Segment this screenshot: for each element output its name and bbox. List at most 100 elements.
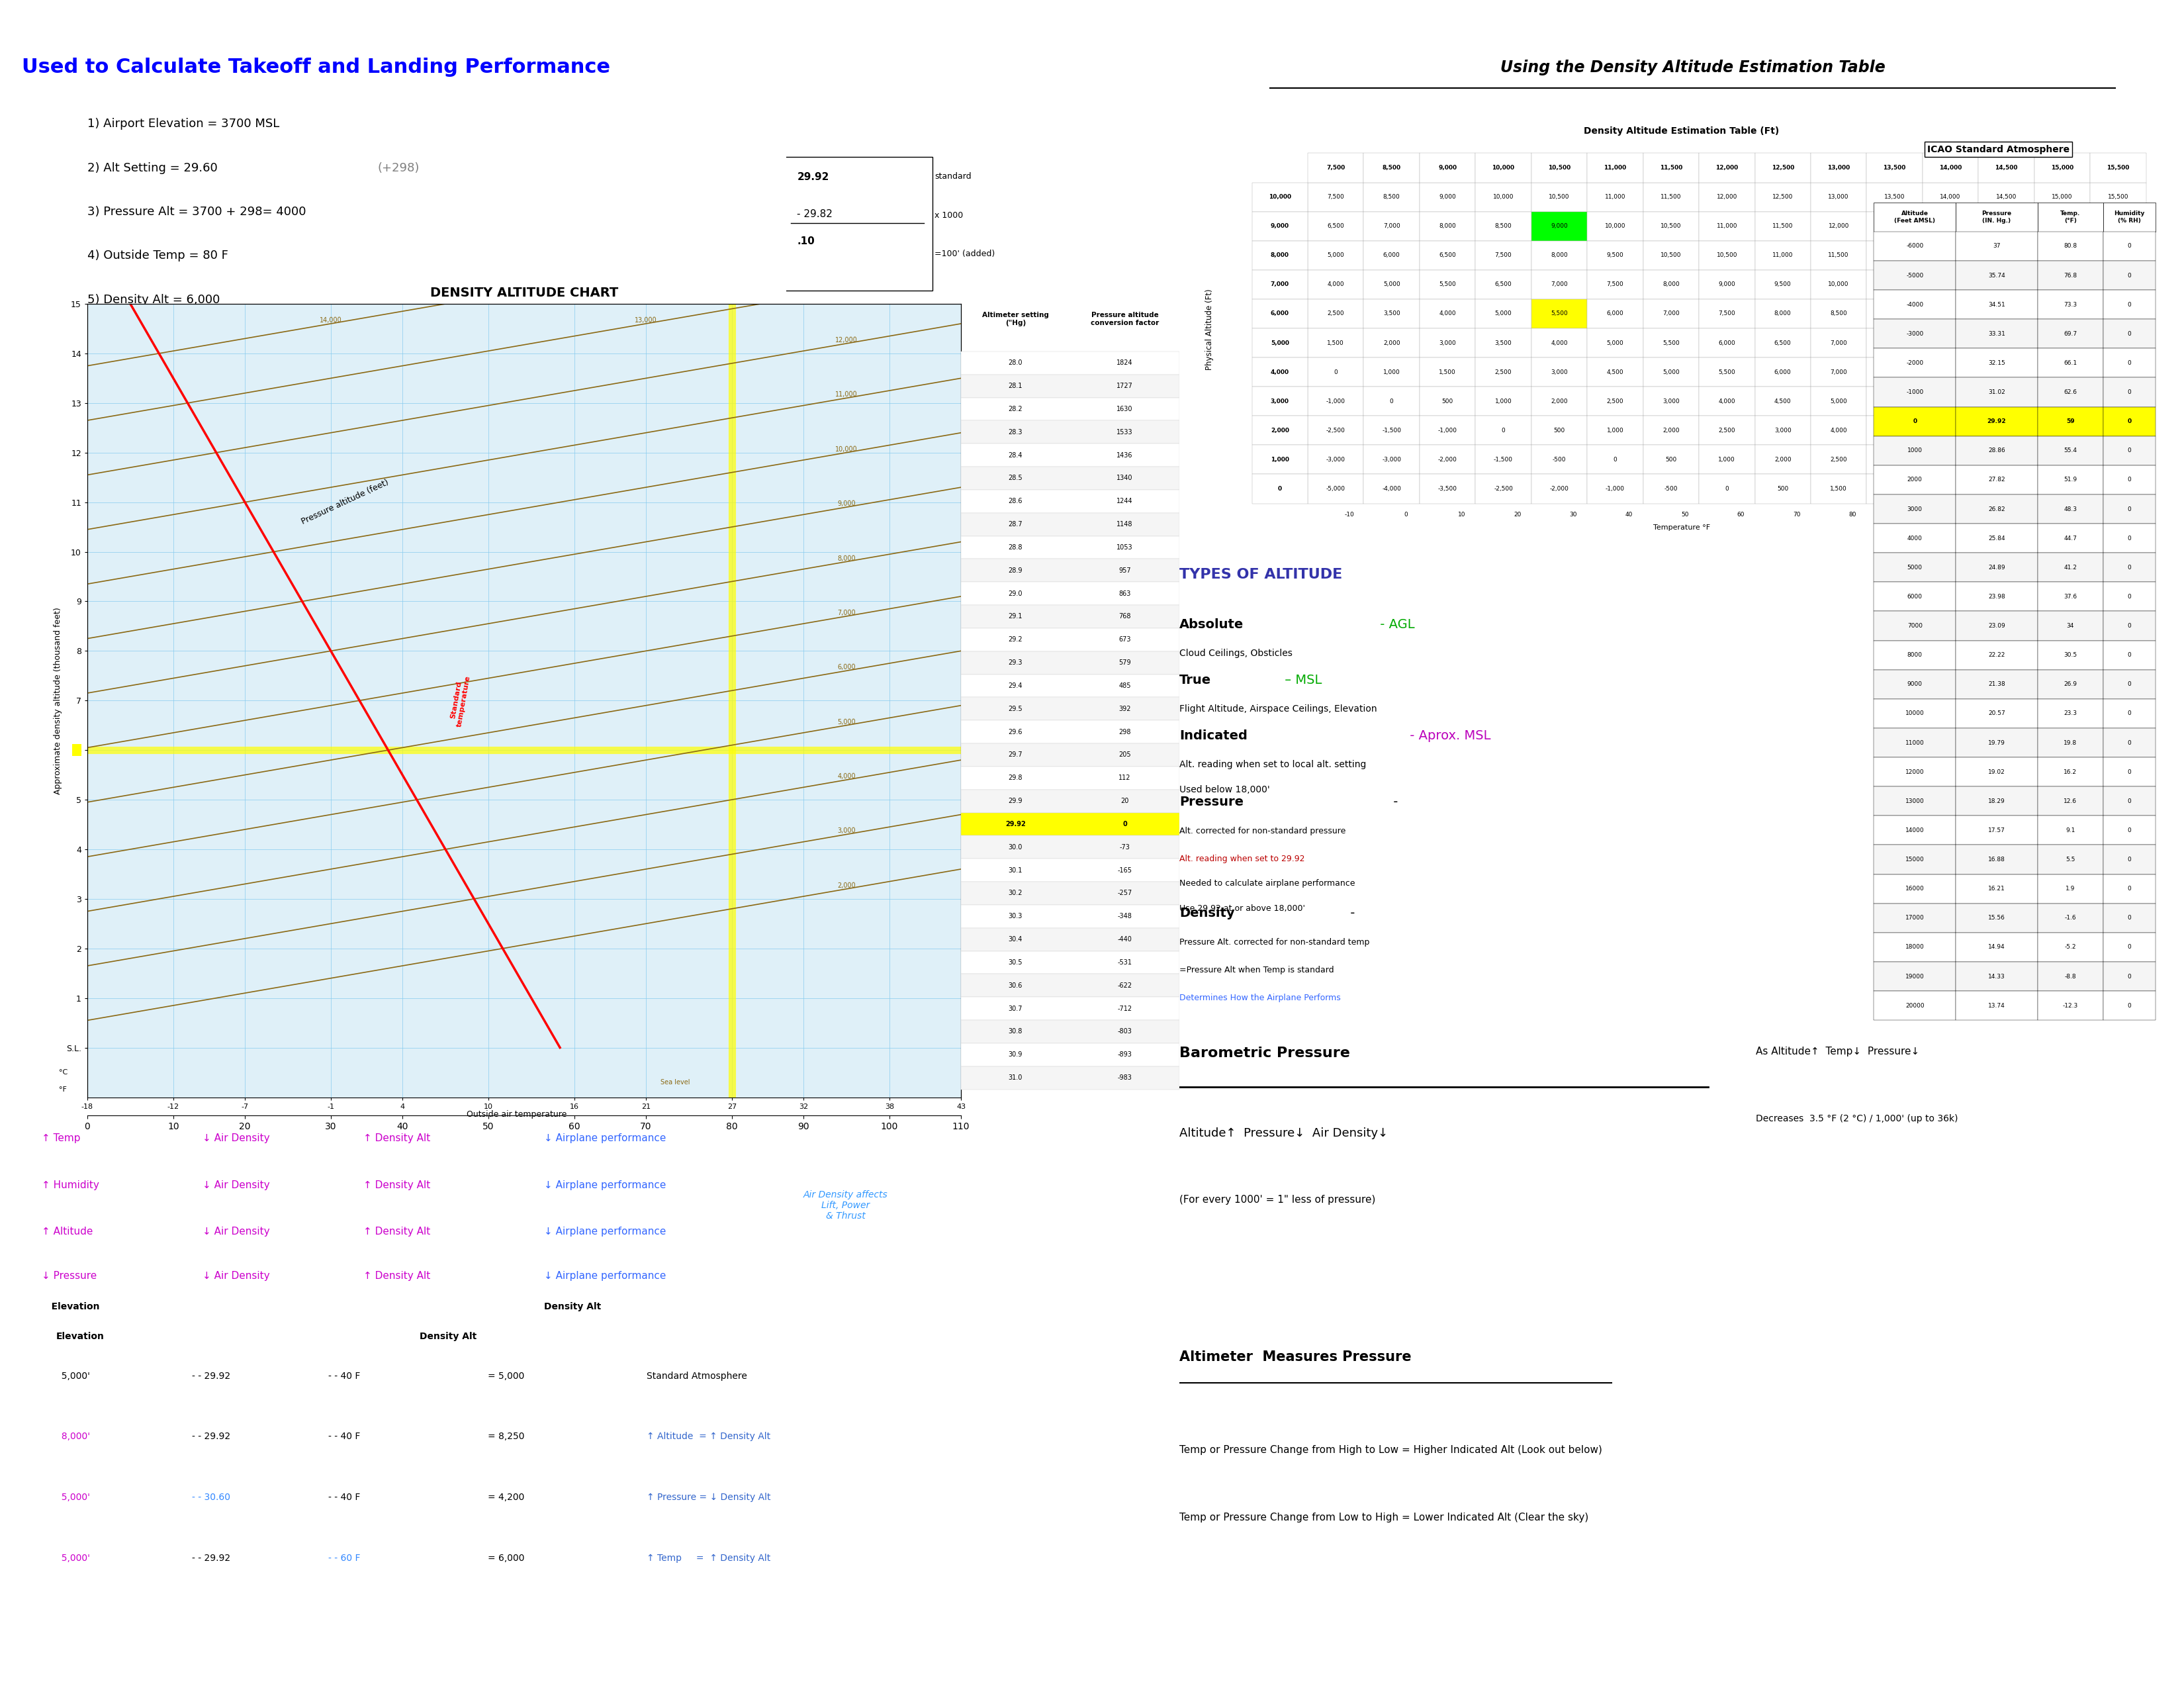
Text: - - 30.60: - - 30.60 bbox=[192, 1492, 232, 1502]
Text: Determines How the Airplane Performs: Determines How the Airplane Performs bbox=[1179, 993, 1341, 1003]
Text: 14,000: 14,000 bbox=[319, 317, 343, 324]
Bar bbox=[2038, 846, 2103, 874]
Text: 3,000: 3,000 bbox=[1662, 398, 1679, 405]
Bar bbox=[1867, 415, 1922, 446]
Text: -5000: -5000 bbox=[1907, 272, 1924, 279]
Bar bbox=[1874, 846, 1957, 874]
Text: 5) Density Alt = 6,000: 5) Density Alt = 6,000 bbox=[87, 294, 221, 306]
Text: 18000: 18000 bbox=[1904, 944, 1924, 950]
Text: ↑ Altitude: ↑ Altitude bbox=[41, 1227, 94, 1237]
Bar bbox=[1874, 203, 1957, 231]
Text: 1,000: 1,000 bbox=[1382, 370, 1400, 375]
Bar bbox=[1957, 436, 2038, 466]
Text: 22.22: 22.22 bbox=[1987, 652, 2005, 658]
Bar bbox=[1699, 241, 1754, 270]
Bar bbox=[1531, 329, 1588, 358]
Bar bbox=[1874, 436, 1957, 466]
Bar bbox=[1699, 474, 1754, 503]
Bar bbox=[1420, 415, 1476, 446]
Text: 9,000: 9,000 bbox=[1439, 194, 1457, 199]
Bar bbox=[1531, 182, 1588, 211]
Bar bbox=[1957, 290, 2038, 319]
Bar bbox=[1308, 270, 1363, 299]
Text: 16.2: 16.2 bbox=[2064, 770, 2077, 775]
Text: -5,000: -5,000 bbox=[1326, 486, 1345, 491]
Text: 60: 60 bbox=[1736, 511, 1745, 518]
Text: 3,000: 3,000 bbox=[1773, 427, 1791, 434]
Bar bbox=[1531, 211, 1588, 241]
Bar bbox=[1363, 211, 1420, 241]
Text: 12,000: 12,000 bbox=[1717, 194, 1736, 199]
Bar bbox=[1922, 446, 1979, 474]
Text: ↓ Air Density: ↓ Air Density bbox=[203, 1180, 271, 1190]
Text: 9,000: 9,000 bbox=[2053, 339, 2070, 346]
Text: 29.7: 29.7 bbox=[1009, 751, 1022, 758]
Bar bbox=[1420, 154, 1476, 182]
Bar bbox=[1642, 270, 1699, 299]
Text: Elevation: Elevation bbox=[41, 1301, 100, 1312]
Bar bbox=[1476, 387, 1531, 415]
Text: 29.8: 29.8 bbox=[1009, 775, 1022, 782]
Text: 9,000: 9,000 bbox=[1998, 370, 2016, 375]
Bar bbox=[2103, 262, 2156, 290]
Bar bbox=[1363, 241, 1420, 270]
Text: 11,500: 11,500 bbox=[1773, 223, 1793, 230]
Text: 3,000: 3,000 bbox=[1887, 457, 1902, 463]
Bar bbox=[961, 697, 1179, 721]
Bar bbox=[961, 513, 1179, 535]
Text: -622: -622 bbox=[1118, 982, 1131, 989]
Bar bbox=[2090, 329, 2147, 358]
Text: 4,000: 4,000 bbox=[1328, 282, 1343, 287]
Text: 76.8: 76.8 bbox=[2064, 272, 2077, 279]
Text: 2,500: 2,500 bbox=[1328, 311, 1343, 317]
Bar bbox=[1476, 299, 1531, 329]
Text: 41.2: 41.2 bbox=[2064, 564, 2077, 571]
Bar bbox=[2038, 378, 2103, 407]
Bar bbox=[1531, 154, 1588, 182]
Text: 13,500: 13,500 bbox=[1996, 223, 2016, 230]
Bar bbox=[2033, 154, 2090, 182]
Bar bbox=[2038, 932, 2103, 962]
Text: 5,500: 5,500 bbox=[1439, 282, 1457, 287]
Bar bbox=[2103, 787, 2156, 815]
Text: 4,000: 4,000 bbox=[1719, 398, 1736, 405]
Text: -165: -165 bbox=[1118, 868, 1131, 873]
Bar bbox=[1874, 962, 1957, 991]
Bar bbox=[2103, 348, 2156, 378]
Text: Sea level: Sea level bbox=[660, 1079, 690, 1085]
Text: 0: 0 bbox=[2127, 302, 2132, 307]
Bar bbox=[1588, 474, 1642, 503]
Bar bbox=[1874, 466, 1957, 495]
Text: 9,500: 9,500 bbox=[1773, 282, 1791, 287]
Text: 12,000: 12,000 bbox=[1717, 165, 1738, 170]
Bar bbox=[1363, 474, 1420, 503]
Bar bbox=[2038, 495, 2103, 523]
Bar bbox=[1922, 241, 1979, 270]
Text: Humidity
(% RH): Humidity (% RH) bbox=[2114, 211, 2145, 223]
Text: 12,500: 12,500 bbox=[1885, 223, 1904, 230]
Text: -1,500: -1,500 bbox=[1494, 457, 1514, 463]
Text: TYPES OF ALTITUDE: TYPES OF ALTITUDE bbox=[1179, 567, 1343, 581]
Text: Pressure: Pressure bbox=[1179, 797, 1243, 809]
Bar bbox=[961, 812, 1179, 836]
Text: 6,000: 6,000 bbox=[1271, 311, 1289, 317]
Text: Pressure
(IN. Hg.): Pressure (IN. Hg.) bbox=[1981, 211, 2011, 223]
Text: 5,500: 5,500 bbox=[1719, 370, 1736, 375]
Bar bbox=[2103, 203, 2156, 231]
Text: 7,000: 7,000 bbox=[1382, 223, 1400, 230]
Text: Alt. corrected for non-standard pressure: Alt. corrected for non-standard pressure bbox=[1179, 827, 1345, 836]
Bar bbox=[1531, 474, 1588, 503]
Bar bbox=[2090, 182, 2147, 211]
Text: 2,500: 2,500 bbox=[1719, 427, 1736, 434]
Text: 13,000: 13,000 bbox=[1828, 165, 1850, 170]
Bar bbox=[2038, 699, 2103, 728]
Text: -: - bbox=[1345, 906, 1356, 920]
Text: 13.74: 13.74 bbox=[1987, 1003, 2005, 1009]
Text: 6,000: 6,000 bbox=[1773, 370, 1791, 375]
Text: Decreases  3.5 °F (2 °C) / 1,000' (up to 36k): Decreases 3.5 °F (2 °C) / 1,000' (up to … bbox=[1756, 1114, 1959, 1123]
Bar bbox=[1957, 787, 2038, 815]
Text: 11,000: 11,000 bbox=[1939, 282, 1961, 287]
Title: DENSITY ALTITUDE CHART: DENSITY ALTITUDE CHART bbox=[430, 287, 618, 299]
Text: 37.6: 37.6 bbox=[2064, 594, 2077, 599]
Text: 9,000: 9,000 bbox=[1719, 282, 1736, 287]
